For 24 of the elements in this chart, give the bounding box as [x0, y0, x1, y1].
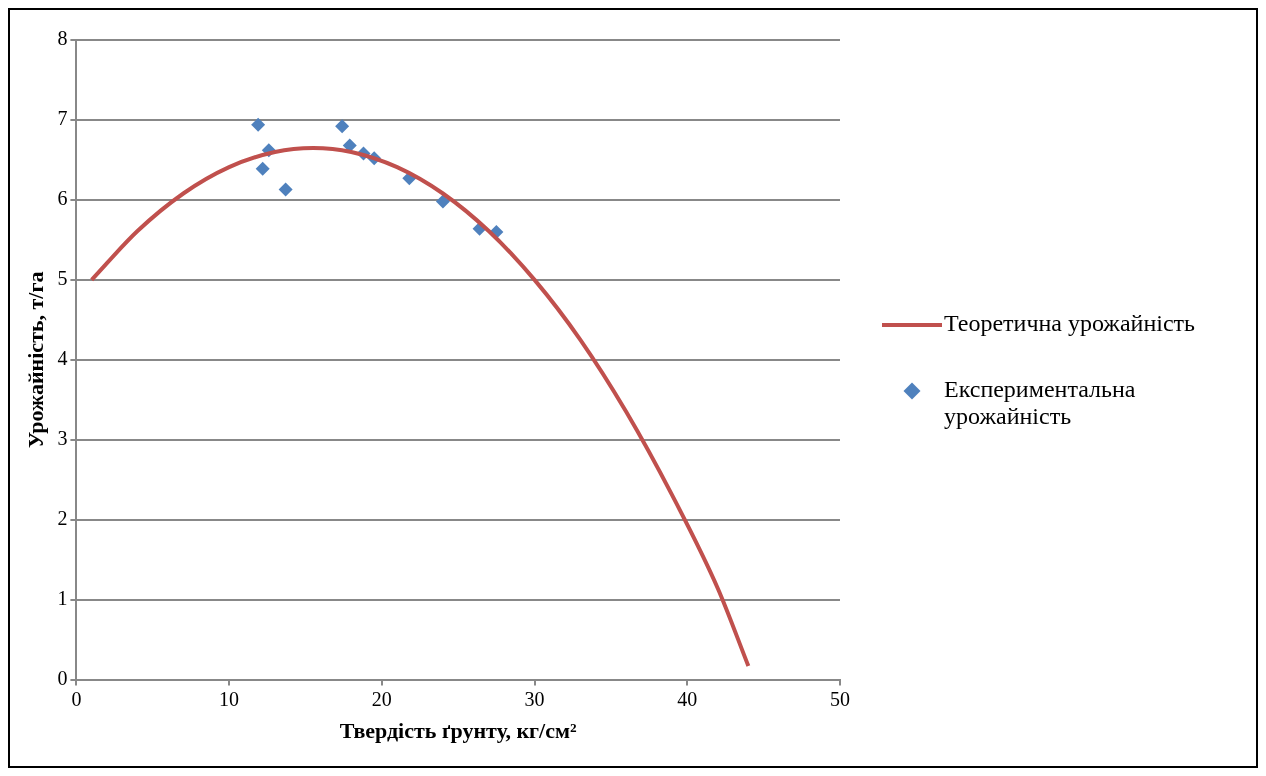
point	[435, 194, 450, 209]
y-tick-label: 1	[57, 586, 68, 609]
x-tick-label: 50	[830, 687, 850, 710]
x-tick-label: 10	[219, 687, 240, 710]
x-tick-label: 40	[677, 687, 698, 710]
point	[335, 119, 350, 134]
point	[251, 117, 266, 132]
y-tick-label: 5	[57, 267, 68, 290]
legend-label: Теоретична урожайність	[944, 310, 1196, 337]
y-tick-label: 7	[57, 107, 68, 130]
point	[278, 182, 293, 197]
x-tick-label: 20	[371, 687, 392, 710]
y-tick-label: 0	[57, 666, 68, 689]
y-axis-title: Урожайність, т/га	[22, 271, 48, 449]
y-tick-label: 6	[57, 187, 68, 210]
x-tick-label: 0	[71, 687, 82, 710]
x-axis-title: Твердість ґрунту, кг/см²	[339, 718, 577, 744]
y-tick-label: 3	[57, 427, 68, 449]
x-tick-label: 30	[524, 687, 545, 710]
y-tick-label: 2	[57, 506, 68, 529]
y-tick-label: 8	[57, 27, 68, 50]
point	[255, 161, 270, 176]
legend-label: Експериментальна урожайність	[944, 376, 1137, 430]
y-tick-label: 4	[57, 347, 68, 370]
